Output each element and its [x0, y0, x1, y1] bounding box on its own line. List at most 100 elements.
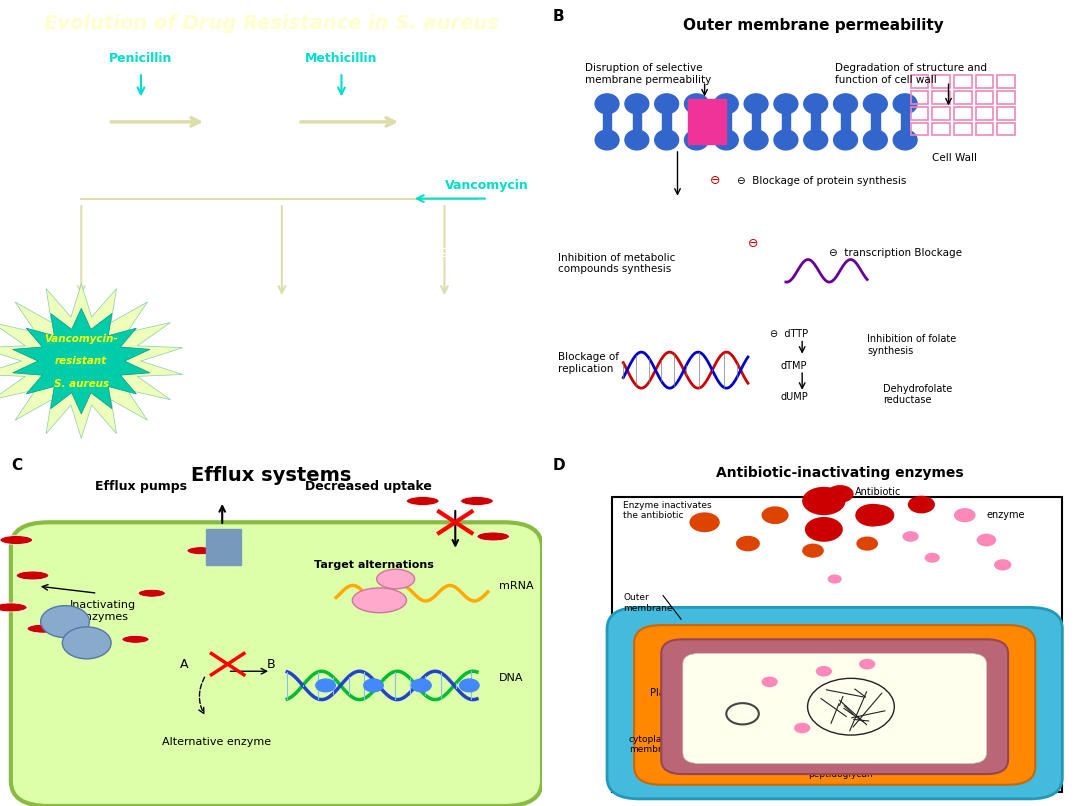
Bar	[782, 122, 790, 140]
Circle shape	[862, 505, 894, 526]
Circle shape	[624, 130, 648, 150]
Bar	[976, 123, 994, 135]
Text: Inactivating
enzymes: Inactivating enzymes	[69, 600, 137, 622]
Text: Antibiotic-inactivating enzymes: Antibiotic-inactivating enzymes	[717, 466, 964, 480]
Bar	[954, 107, 971, 119]
Text: Vancomycin: Vancomycin	[246, 318, 318, 331]
Text: Outer membrane permeability: Outer membrane permeability	[683, 18, 943, 33]
Text: enzyme: enzyme	[986, 510, 1025, 520]
Text: [1990s]: [1990s]	[421, 247, 468, 260]
Text: S. aureus: S. aureus	[27, 115, 86, 128]
Circle shape	[802, 543, 824, 558]
Bar	[997, 91, 1015, 104]
Bar	[811, 104, 820, 122]
Text: cytoplasmid
membrane: cytoplasmid membrane	[629, 735, 684, 754]
Ellipse shape	[0, 603, 27, 612]
Bar	[870, 104, 879, 122]
Bar	[901, 104, 909, 122]
Text: Efflux pumps: Efflux pumps	[95, 480, 186, 493]
Text: Vancomycin-resistant: Vancomycin-resistant	[380, 323, 508, 336]
Bar	[932, 123, 950, 135]
Text: [2002]: [2002]	[119, 179, 160, 192]
Circle shape	[714, 93, 738, 114]
Circle shape	[315, 679, 335, 692]
Circle shape	[828, 575, 842, 584]
Ellipse shape	[121, 635, 150, 643]
Text: Plamid: Plamid	[650, 688, 684, 697]
Circle shape	[793, 723, 810, 733]
Circle shape	[412, 679, 431, 692]
Bar	[911, 91, 928, 104]
Circle shape	[863, 130, 887, 150]
Bar	[633, 122, 642, 140]
Text: Degradation of structure and
function of cell wall: Degradation of structure and function of…	[835, 63, 986, 85]
Circle shape	[595, 130, 619, 150]
Circle shape	[744, 93, 767, 114]
Text: Next?......: Next?......	[22, 183, 95, 196]
Text: Penicillin-resistant: Penicillin-resistant	[217, 102, 331, 114]
Circle shape	[855, 504, 890, 526]
Circle shape	[364, 679, 384, 692]
Text: [1997]: [1997]	[282, 179, 323, 192]
Circle shape	[685, 130, 709, 150]
FancyBboxPatch shape	[634, 625, 1035, 785]
Circle shape	[834, 130, 857, 150]
Polygon shape	[13, 308, 150, 414]
Bar	[911, 107, 928, 119]
Text: Vancomycin-: Vancomycin-	[44, 334, 118, 343]
FancyBboxPatch shape	[683, 654, 986, 763]
Text: DNA: DNA	[499, 673, 524, 683]
Bar	[997, 107, 1015, 119]
Text: A: A	[180, 658, 189, 671]
Circle shape	[902, 531, 918, 542]
Ellipse shape	[406, 496, 439, 505]
Circle shape	[761, 506, 788, 524]
Circle shape	[624, 93, 648, 114]
Text: ⊖: ⊖	[710, 174, 721, 187]
Circle shape	[816, 666, 833, 676]
Text: Cell Wall: Cell Wall	[932, 153, 978, 163]
Bar	[688, 99, 726, 144]
Bar	[722, 104, 731, 122]
Ellipse shape	[477, 532, 509, 541]
Bar	[751, 122, 760, 140]
Text: [1962]: [1962]	[298, 138, 339, 151]
Text: resistant: resistant	[55, 356, 107, 366]
Bar	[603, 104, 611, 122]
Text: B: B	[267, 658, 275, 671]
FancyBboxPatch shape	[11, 522, 542, 806]
Bar	[870, 122, 879, 140]
Text: mRNA: mRNA	[499, 581, 533, 591]
Ellipse shape	[376, 569, 414, 588]
Circle shape	[803, 130, 827, 150]
Ellipse shape	[352, 588, 406, 613]
Circle shape	[62, 627, 112, 659]
Circle shape	[954, 508, 976, 522]
Circle shape	[655, 93, 679, 114]
Circle shape	[893, 93, 917, 114]
Text: A: A	[11, 423, 23, 438]
Bar	[692, 104, 700, 122]
Circle shape	[655, 130, 679, 150]
Bar	[911, 123, 928, 135]
Circle shape	[774, 130, 798, 150]
Text: Antibiotic: Antibiotic	[855, 487, 901, 496]
Bar	[932, 76, 950, 88]
Bar	[976, 107, 994, 119]
Ellipse shape	[461, 496, 493, 505]
Circle shape	[977, 534, 996, 546]
Text: Efflux systems: Efflux systems	[191, 466, 351, 484]
Text: ⊖: ⊖	[748, 237, 759, 250]
Bar	[954, 123, 971, 135]
Circle shape	[736, 536, 760, 551]
Bar	[901, 122, 909, 140]
FancyBboxPatch shape	[661, 639, 1008, 774]
Ellipse shape	[186, 546, 215, 555]
Circle shape	[685, 93, 709, 114]
Text: peptidoglycan: peptidoglycan	[808, 770, 873, 779]
Text: ⊖  transcription Blockage: ⊖ transcription Blockage	[829, 247, 963, 258]
Text: Methicillin-resistant: Methicillin-resistant	[401, 102, 524, 114]
Text: (VISA): (VISA)	[263, 400, 300, 413]
Text: S. aureus (MRSA): S. aureus (MRSA)	[401, 129, 509, 142]
Circle shape	[804, 517, 843, 542]
